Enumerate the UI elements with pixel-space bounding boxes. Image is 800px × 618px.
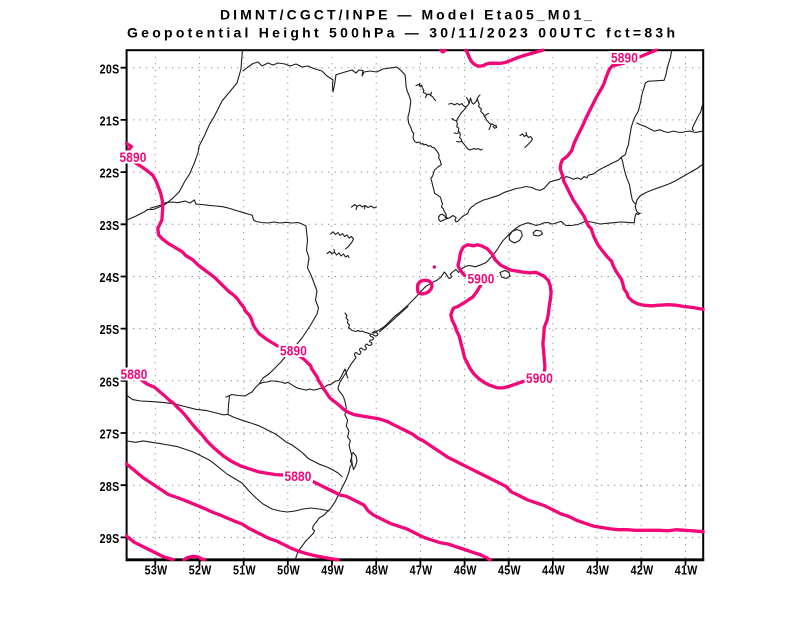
- svg-text:24S: 24S: [100, 270, 120, 285]
- svg-text:51W: 51W: [233, 562, 256, 577]
- svg-text:5880: 5880: [284, 468, 311, 484]
- svg-text:DIMNT/CGCT/INPE — Model Eta05: DIMNT/CGCT/INPE — Model Eta05_M01_: [220, 7, 592, 23]
- svg-text:47W: 47W: [410, 562, 433, 577]
- svg-text:26S: 26S: [100, 374, 120, 389]
- svg-text:53W: 53W: [145, 562, 168, 577]
- svg-text:45W: 45W: [498, 562, 521, 577]
- svg-text:42W: 42W: [631, 562, 654, 577]
- svg-text:5900: 5900: [526, 370, 553, 386]
- svg-text:28S: 28S: [100, 479, 120, 494]
- svg-text:29S: 29S: [100, 531, 120, 546]
- svg-text:50W: 50W: [277, 562, 300, 577]
- svg-text:41W: 41W: [675, 562, 698, 577]
- svg-text:49W: 49W: [321, 562, 344, 577]
- svg-text:52W: 52W: [189, 562, 212, 577]
- svg-text:48W: 48W: [365, 562, 388, 577]
- svg-text:46W: 46W: [454, 562, 477, 577]
- svg-text:5890: 5890: [119, 149, 146, 165]
- svg-text:Geopotential Height 500hPa —: Geopotential Height 500hPa — 30/11/2023 …: [127, 25, 675, 41]
- svg-text:27S: 27S: [100, 427, 120, 442]
- svg-text:22S: 22S: [100, 166, 120, 181]
- svg-text:43W: 43W: [586, 562, 609, 577]
- svg-text:5890: 5890: [611, 50, 638, 66]
- svg-text:5890: 5890: [280, 343, 307, 359]
- svg-text:5880: 5880: [120, 366, 147, 382]
- svg-text:44W: 44W: [542, 562, 565, 577]
- svg-text:23S: 23S: [100, 218, 120, 233]
- svg-text:25S: 25S: [100, 322, 120, 337]
- svg-text:21S: 21S: [100, 113, 120, 128]
- svg-text:20S: 20S: [100, 61, 120, 76]
- svg-text:5900: 5900: [467, 271, 494, 287]
